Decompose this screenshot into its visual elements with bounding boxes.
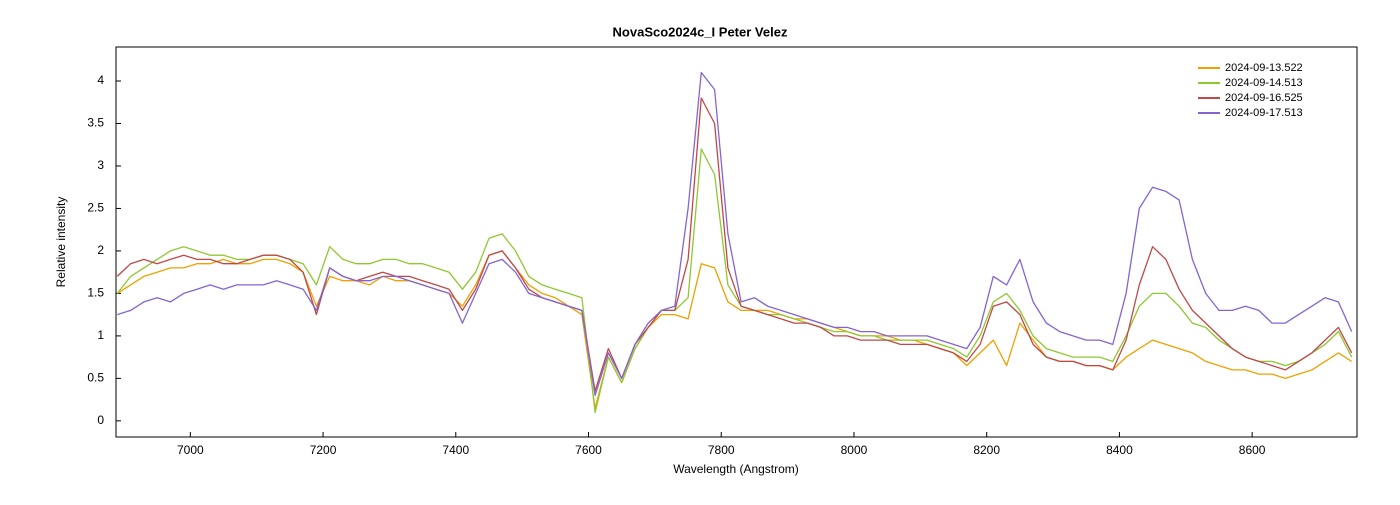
x-tick-label: 8400 <box>1106 443 1133 457</box>
plot-frame <box>115 46 1358 438</box>
series-line <box>117 71 1353 397</box>
x-tick-label: 7200 <box>310 443 337 457</box>
y-tick-label: 1 <box>97 328 104 342</box>
series-line <box>116 148 1353 414</box>
x-axis-label: Wavelength (Angstrom) <box>673 462 799 476</box>
y-tick-label: 3 <box>97 158 104 172</box>
x-tick-label: 8600 <box>1239 443 1266 457</box>
x-tick-label: 7000 <box>177 443 204 457</box>
x-tick-label: 7400 <box>442 443 469 457</box>
y-tick-label: 2.5 <box>87 201 104 215</box>
y-tick-label: 2 <box>97 243 104 257</box>
legend-label: 2024-09-17.513 <box>1225 107 1303 119</box>
chart-title: NovaSco2024c_I Peter Velez <box>613 24 788 39</box>
y-tick-label: 1.5 <box>87 286 104 300</box>
y-tick-label: 0.5 <box>87 371 104 385</box>
x-tick-label: 7800 <box>708 443 735 457</box>
y-axis-label: Relative intensity <box>54 197 68 288</box>
y-tick-label: 4 <box>97 73 104 87</box>
legend-label: 2024-09-14.513 <box>1225 77 1303 89</box>
legend-label: 2024-09-13.522 <box>1225 62 1303 74</box>
x-tick-label: 7600 <box>575 443 602 457</box>
x-tick-label: 8200 <box>973 443 1000 457</box>
y-tick-label: 0 <box>97 413 104 427</box>
x-tick-label: 8000 <box>841 443 868 457</box>
legend-label: 2024-09-16.525 <box>1225 92 1303 104</box>
y-tick-label: 3.5 <box>87 116 104 130</box>
